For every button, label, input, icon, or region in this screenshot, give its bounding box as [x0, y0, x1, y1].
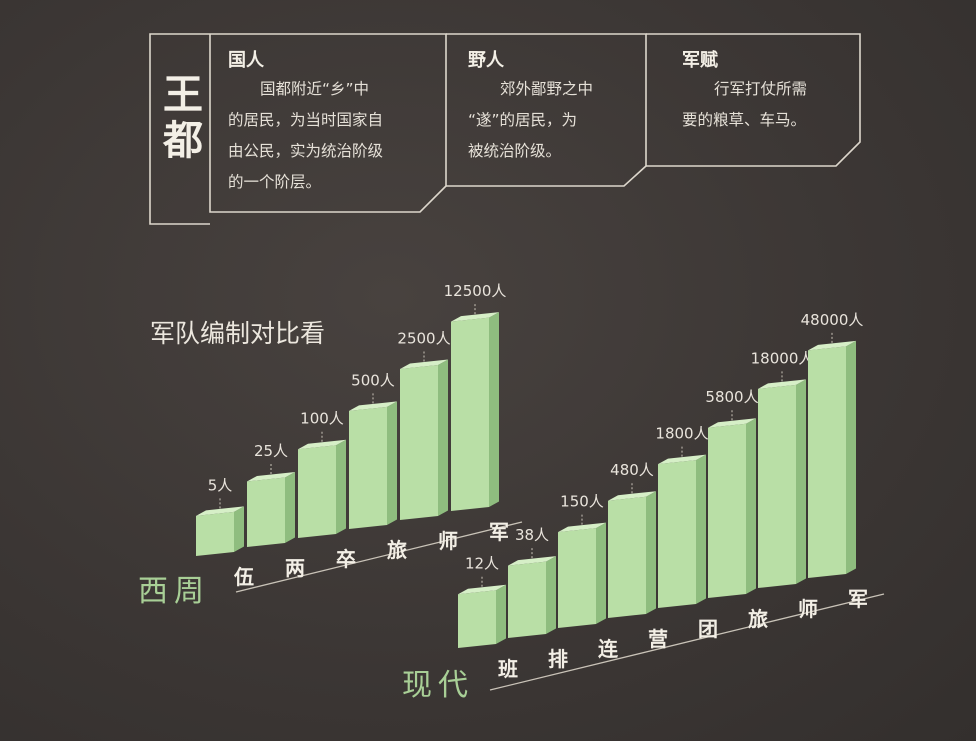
- section-junfu-line-1-text: 行军打仗所需: [714, 80, 808, 98]
- bar-1-4-front: [658, 460, 696, 608]
- bar-0-4-side: [438, 359, 448, 516]
- section-guoren-body: 国都附近“乡”中 的居民，为当时国家自 由公民，实为统治阶级 的一个阶层。: [228, 74, 443, 198]
- bar-0-0-top: [196, 506, 244, 516]
- bar-0-0-front: [196, 511, 234, 556]
- section-guoren-line-1-text: 国都附近“乡”中: [260, 80, 370, 98]
- bar-0-1-front: [247, 477, 285, 547]
- bar-0-5-side: [489, 312, 499, 507]
- value-label-1-6: 18000人: [751, 349, 814, 367]
- capital-title: 王 都: [158, 72, 208, 164]
- section-yeren-body: 郊外鄙野之中 “遂”的居民，为 被统治阶级。: [468, 74, 643, 167]
- value-label-1-2: 150人: [560, 493, 604, 511]
- bar-0-2-front: [298, 445, 336, 538]
- bar-0-3-front: [349, 406, 387, 529]
- section-guoren-heading: 国人: [228, 50, 264, 71]
- header-frame: [149, 33, 861, 225]
- section-junfu-body: 行军打仗所需 要的粮草、车马。: [682, 74, 857, 136]
- bar-0-5-top: [451, 312, 499, 322]
- baseline-0: [235, 521, 523, 593]
- bar-1-4-top: [658, 454, 706, 465]
- section-yeren-line-3: 被统治阶级。: [468, 142, 562, 160]
- series-label-modern: 现代: [402, 668, 474, 703]
- bar-0-2-side: [336, 439, 346, 534]
- section-yeren-line-1-text: 郊外鄙野之中: [500, 80, 594, 98]
- baseline-1: [489, 593, 885, 691]
- bar-1-4-side: [696, 454, 706, 604]
- value-label-1-5: 5800人: [705, 388, 758, 406]
- bar-0-1-side: [285, 471, 295, 543]
- bar-1-6-side: [796, 379, 806, 584]
- capital-title-char-1: 王: [163, 72, 203, 118]
- bar-1-2-side: [596, 522, 606, 624]
- section-junfu-heading: 军赋: [682, 50, 718, 71]
- chart-title: 军队编制对比看: [150, 319, 326, 348]
- category-label-1-3: 营: [648, 627, 668, 651]
- bar-0-4-front: [400, 364, 438, 520]
- category-label-1-4: 团: [698, 617, 718, 641]
- section-junfu-line-2: 要的粮草、车马。: [682, 111, 807, 129]
- bar-0-1-top: [247, 471, 295, 482]
- value-label-0-2: 100人: [300, 410, 344, 428]
- series-label-western-zhou: 西周: [138, 574, 210, 609]
- category-label-1-1: 排: [548, 647, 568, 671]
- bar-1-6-front: [758, 384, 796, 588]
- category-label-0-2: 卒: [336, 547, 356, 571]
- category-label-1-7: 军: [848, 587, 868, 611]
- bar-1-3-top: [608, 491, 656, 501]
- bar-1-3-side: [646, 491, 656, 614]
- bar-1-5-front: [708, 423, 746, 598]
- bar-1-0-front: [458, 590, 496, 648]
- bar-1-7-top: [808, 340, 856, 351]
- category-label-1-6: 师: [798, 597, 818, 621]
- bar-1-5-top: [708, 418, 756, 428]
- category-label-0-0: 伍: [233, 565, 254, 589]
- category-label-1-5: 旅: [748, 607, 768, 631]
- category-label-1-2: 连: [598, 637, 619, 661]
- section-yeren-heading: 野人: [468, 50, 504, 71]
- section-guoren-line-4: 的一个阶层。: [228, 173, 322, 191]
- bar-1-7-side: [846, 340, 856, 574]
- value-label-0-5: 12500人: [444, 282, 507, 300]
- bar-0-5-front: [451, 317, 489, 511]
- section-yeren-line-2: “遂”的居民，为: [468, 111, 578, 129]
- bar-1-6-top: [758, 379, 806, 389]
- value-label-1-4: 1800人: [655, 425, 708, 443]
- value-label-1-3: 480人: [610, 461, 654, 479]
- section-guoren-line-3: 由公民，实为统治阶级: [228, 142, 384, 160]
- value-label-0-3: 500人: [351, 371, 395, 389]
- value-label-1-7: 48000人: [801, 311, 864, 329]
- section-yeren-line-1: 郊外鄙野之中: [468, 74, 643, 105]
- bar-1-3-front: [608, 496, 646, 618]
- bar-1-0-top: [458, 584, 506, 595]
- value-label-1-0: 12人: [465, 555, 499, 573]
- bar-1-1-front: [508, 561, 546, 638]
- section-guoren-line-2: 的居民，为当时国家自: [228, 111, 384, 129]
- value-label-0-0: 5人: [208, 476, 233, 494]
- bar-0-3-top: [349, 401, 397, 411]
- category-label-0-5: 军: [489, 520, 509, 544]
- category-label-0-4: 师: [438, 529, 458, 553]
- bar-0-3-side: [387, 401, 397, 525]
- bar-1-1-top: [508, 556, 556, 566]
- section-junfu-line-1: 行军打仗所需: [682, 74, 857, 105]
- bar-1-1-side: [546, 556, 556, 634]
- bar-0-4-top: [400, 359, 448, 369]
- category-label-0-3: 旅: [387, 538, 407, 562]
- bar-0-0-side: [234, 506, 244, 552]
- category-label-0-1: 两: [285, 556, 305, 580]
- bar-1-2-top: [558, 522, 606, 533]
- bar-1-0-side: [496, 584, 506, 644]
- section-guoren-line-1: 国都附近“乡”中: [228, 74, 443, 105]
- bar-0-2-top: [298, 439, 346, 450]
- bar-1-2-front: [558, 528, 596, 628]
- capital-title-char-2: 都: [163, 118, 203, 164]
- value-label-1-1: 38人: [515, 526, 549, 544]
- category-label-1-0: 班: [498, 657, 518, 681]
- value-label-0-1: 25人: [254, 442, 288, 460]
- value-label-0-4: 2500人: [397, 329, 450, 347]
- bar-1-5-side: [746, 418, 756, 594]
- bar-1-7-front: [808, 346, 846, 578]
